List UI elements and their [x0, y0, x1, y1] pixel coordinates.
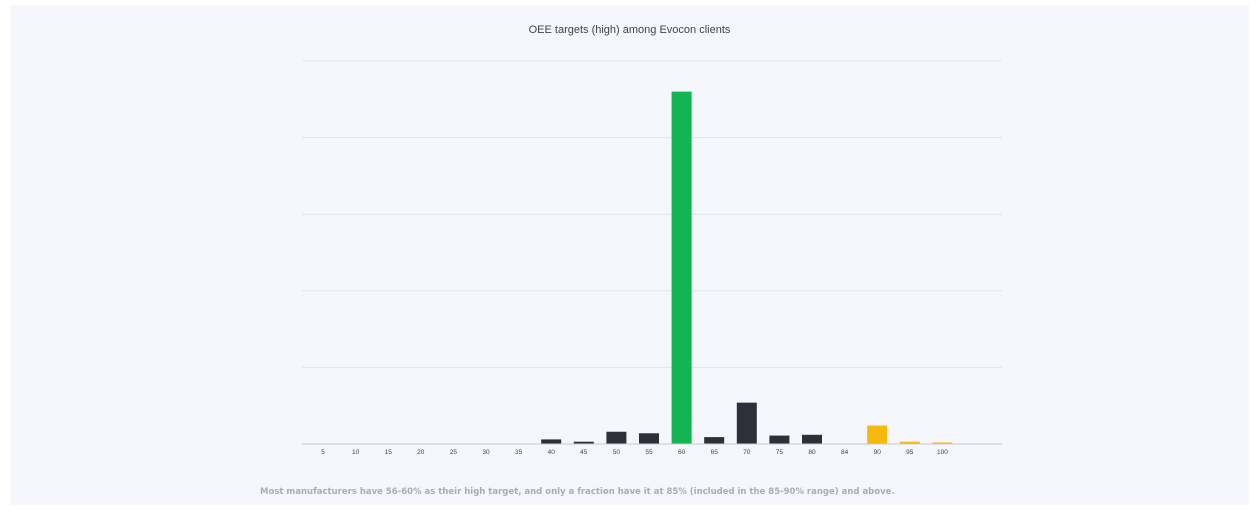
- x-tick-label: 15: [385, 449, 393, 456]
- x-tick-label: 35: [515, 449, 523, 456]
- gridlines: [302, 60, 1002, 368]
- x-tick-label: 100: [937, 449, 948, 456]
- x-tick-label: 65: [711, 449, 719, 456]
- chart-caption: Most manufacturers have 56-60% as their …: [260, 487, 895, 497]
- bar-70: [736, 402, 757, 444]
- x-tick-label: 40: [548, 449, 556, 456]
- x-tick-label: 5: [321, 449, 325, 456]
- bar-40: [541, 439, 562, 444]
- x-tick-label: 10: [352, 449, 360, 456]
- bar-95: [899, 441, 920, 444]
- x-tick-label: 70: [743, 449, 751, 456]
- chart-panel: [11, 5, 1249, 505]
- bar-45: [573, 441, 594, 444]
- chart-title: OEE targets (high) among Evocon clients: [528, 24, 731, 36]
- x-tick-label: 20: [417, 449, 425, 456]
- x-tick-label: 80: [808, 449, 816, 456]
- bar-60: [671, 91, 692, 444]
- bar-80: [802, 434, 822, 444]
- x-tick-label: 50: [613, 449, 621, 456]
- x-tick-label: 95: [906, 449, 914, 456]
- x-tick-label: 30: [482, 449, 490, 456]
- x-tick-labels: 5 10 15 20 25 30 35 40 45 50 55 60 65 70 75 80 84 90 95 100: [321, 449, 948, 456]
- x-tick-label: 84: [841, 449, 849, 456]
- bar-100: [932, 442, 953, 444]
- x-tick-label: 90: [874, 449, 882, 456]
- bar-75: [769, 435, 790, 444]
- x-tick-label: 25: [450, 449, 458, 456]
- bar-90: [867, 425, 888, 444]
- x-tick-label: 55: [645, 449, 653, 456]
- x-tick-label: 75: [776, 449, 784, 456]
- bars: [541, 91, 953, 444]
- x-tick-label: 60: [678, 449, 686, 456]
- x-tick-label: 45: [580, 449, 588, 456]
- bar-65: [704, 437, 725, 444]
- bar-50: [606, 431, 627, 444]
- bar-55: [639, 433, 659, 444]
